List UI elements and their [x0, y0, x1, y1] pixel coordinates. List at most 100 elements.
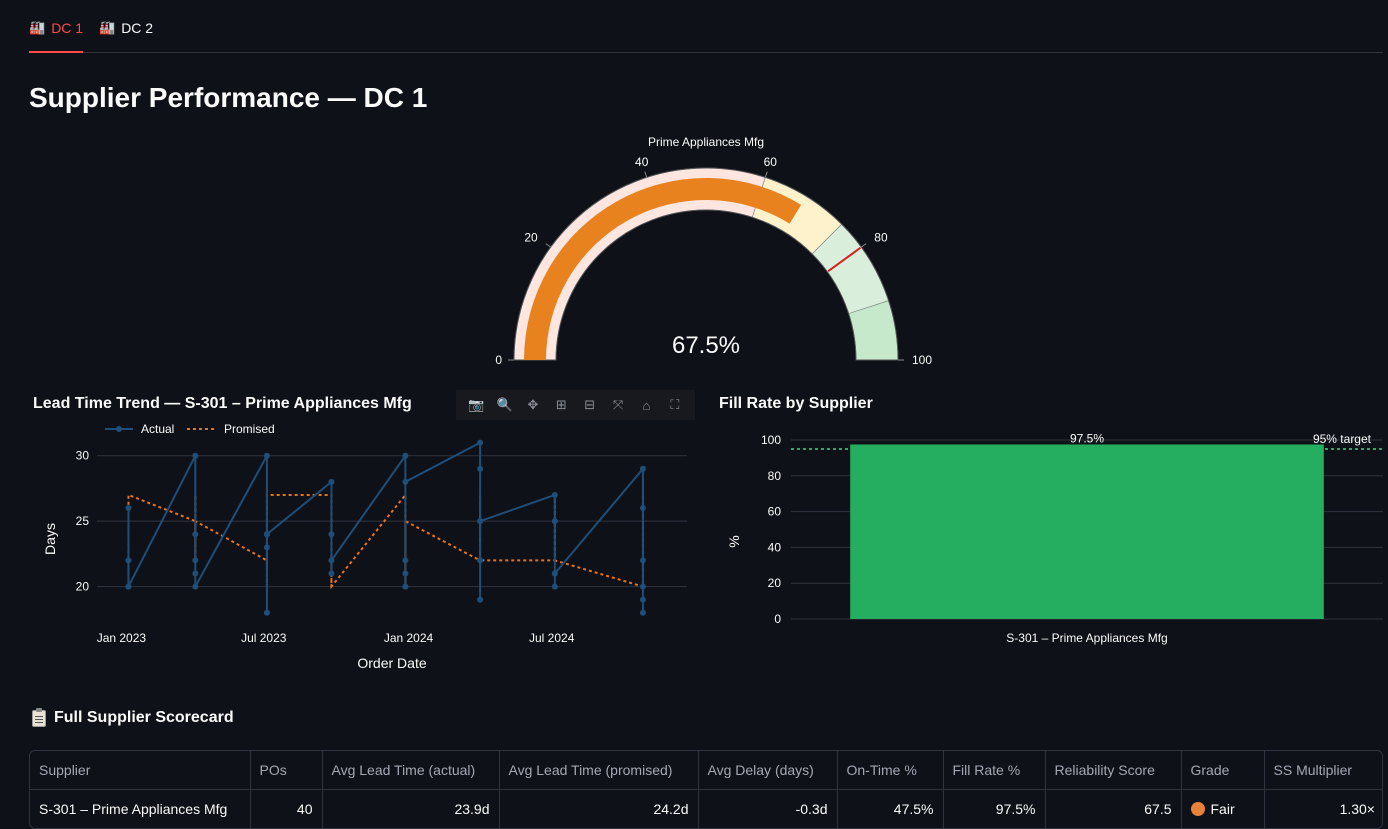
table-cell: 23.9d	[322, 789, 500, 828]
column-header[interactable]: POs	[250, 751, 323, 790]
gauge-outline	[513, 167, 899, 361]
data-point-actual	[328, 570, 335, 577]
tab-label: DC 2	[121, 20, 154, 36]
gauge-tick	[764, 171, 768, 178]
data-point-actual	[328, 557, 335, 564]
column-header[interactable]: Fill Rate %	[943, 751, 1046, 790]
data-point-actual	[639, 505, 646, 512]
reliability-gauge: Prime Appliances Mfg 0 20 40 60 80 100 67.5%	[495, 135, 932, 367]
clipboard-icon	[32, 707, 46, 727]
data-point-actual	[402, 478, 409, 485]
x-tick-label: S-301 – Prime Appliances Mfg	[1006, 631, 1167, 645]
y-tick-label: 0	[774, 612, 781, 626]
scorecard-heading: Full Supplier Scorecard	[32, 707, 234, 727]
data-point-actual	[125, 557, 132, 564]
column-header[interactable]: Reliability Score	[1045, 751, 1182, 790]
fullscreen-icon[interactable]: ⛶	[670, 397, 680, 412]
scorecard-table[interactable]: Supplier POs Avg Lead Time (actual) Avg …	[29, 750, 1383, 829]
data-point-actual	[263, 531, 270, 538]
home-icon[interactable]: ⌂	[642, 397, 651, 413]
data-point-actual	[639, 583, 646, 590]
data-point-actual	[263, 609, 270, 616]
data-point-actual	[402, 570, 409, 577]
gauge-tick	[644, 171, 648, 178]
grade-cell: Fair	[1181, 789, 1265, 828]
autoscale-icon[interactable]: ⤧	[612, 397, 624, 412]
gauge-value-label: 67.5%	[672, 332, 740, 359]
data-point-actual	[551, 570, 558, 577]
table-cell: S-301 – Prime Appliances Mfg	[30, 789, 251, 828]
data-point-actual	[639, 609, 646, 616]
camera-icon[interactable]: 📷	[468, 397, 485, 412]
y-axis-title: %	[726, 535, 742, 547]
data-point-actual	[551, 583, 558, 590]
x-tick-label: Jan 2023	[97, 631, 147, 645]
data-point-actual	[125, 505, 132, 512]
zoom-out-icon[interactable]: ⊟	[584, 397, 596, 412]
table-header-row: Supplier POs Avg Lead Time (actual) Avg …	[30, 751, 1382, 790]
table-cell: -0.3d	[698, 789, 838, 828]
x-tick-label: Jan 2024	[384, 631, 434, 645]
column-header[interactable]: Avg Lead Time (promised)	[499, 751, 699, 790]
data-point-actual	[477, 518, 484, 525]
data-point-actual	[402, 583, 409, 590]
legend-label-promised: Promised	[224, 422, 275, 436]
data-point-actual	[328, 478, 335, 485]
data-point-actual	[192, 557, 199, 564]
column-header[interactable]: Avg Delay (days)	[698, 751, 838, 790]
chart-modebar: 📷 🔍 ✥ ⊞ ⊟ ⤧ ⌂ ⛶	[456, 390, 695, 420]
bar-value-label: 97.5%	[1070, 431, 1104, 445]
data-point-actual	[639, 557, 646, 564]
zoom-in-icon[interactable]: ⊞	[555, 397, 567, 412]
data-point-actual	[192, 583, 199, 590]
data-point-actual	[328, 531, 335, 538]
factory-icon: 🏭	[99, 20, 116, 35]
data-point-actual	[477, 557, 484, 564]
grade-indicator-icon	[1190, 802, 1205, 816]
column-header[interactable]: Avg Lead Time (actual)	[322, 751, 500, 790]
column-header[interactable]: SS Multiplier	[1264, 751, 1382, 790]
tab-dc1[interactable]: 🏭 DC 1	[29, 20, 84, 53]
data-point-actual	[263, 544, 270, 551]
data-point-actual	[192, 531, 199, 538]
page-title: Supplier Performance — DC 1	[29, 82, 428, 113]
column-header[interactable]: Grade	[1181, 751, 1265, 790]
factory-icon: 🏭	[29, 20, 46, 35]
x-tick-label: Jul 2023	[241, 631, 287, 645]
lead-time-chart-title: Lead Time Trend — S-301 – Prime Applianc…	[33, 395, 412, 412]
tab-dc2[interactable]: 🏭 DC 2	[99, 20, 153, 52]
target-reference-label: 95% target	[1313, 432, 1372, 446]
column-header[interactable]: Supplier	[30, 751, 251, 790]
data-point-actual	[402, 452, 409, 459]
y-tick-label: 60	[768, 505, 782, 519]
gauge-tick-label: 60	[764, 155, 778, 169]
data-point-actual	[263, 452, 270, 459]
y-axis-title: Days	[42, 523, 58, 555]
gauge-tick-label: 80	[874, 231, 888, 245]
table-cell: 47.5%	[837, 789, 944, 828]
table-row[interactable]: S-301 – Prime Appliances Mfg 40 23.9d 24…	[30, 789, 1382, 828]
data-point-actual	[192, 570, 199, 577]
gauge-tick-label: 0	[495, 353, 502, 367]
zoom-icon[interactable]: 🔍	[496, 397, 513, 412]
fill-rate-chart[interactable]: 0 20 40 60 80 100% 97.5% S-301 – Prime Applianc…	[715, 418, 1385, 658]
y-tick-label: 80	[768, 469, 782, 483]
grade-label: Fair	[1210, 801, 1235, 817]
lead-time-chart[interactable]: 20 25 30 Jan 2023 Jul 2023 Jan 2024 Jul 2024 Or…	[29, 418, 699, 680]
table-cell: 97.5%	[943, 789, 1046, 828]
data-point-actual	[125, 583, 132, 590]
series-line-promised	[127, 492, 644, 590]
y-tick-label: 25	[76, 514, 90, 528]
data-point-actual	[192, 452, 199, 459]
tab-bar: 🏭 DC 1 🏭 DC 2	[29, 0, 1383, 53]
data-point-actual	[639, 596, 646, 603]
gauge-tick-label: 20	[524, 231, 538, 245]
fill-rate-bar	[850, 444, 1324, 619]
table-cell: 24.2d	[499, 789, 699, 828]
column-header[interactable]: On-Time %	[837, 751, 944, 790]
gauge-title: Prime Appliances Mfg	[648, 135, 764, 149]
gauge-tick-label: 100	[912, 353, 932, 367]
table-cell: 67.5	[1045, 789, 1182, 828]
pan-icon[interactable]: ✥	[527, 397, 539, 412]
x-tick-label: Jul 2024	[529, 631, 575, 645]
